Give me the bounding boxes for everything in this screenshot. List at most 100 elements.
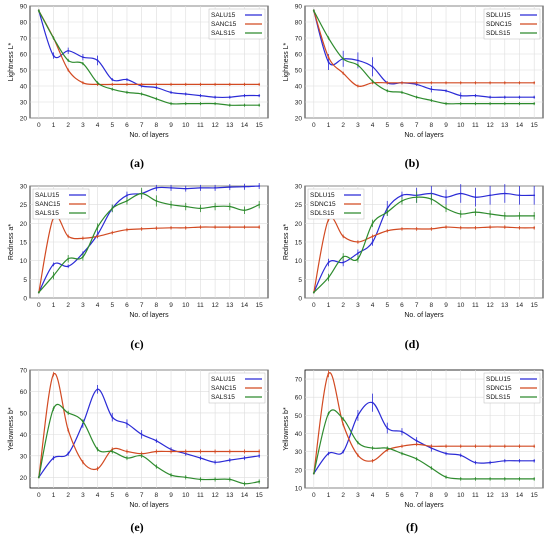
data-point <box>474 211 477 214</box>
data-point <box>356 454 359 457</box>
data-point <box>415 96 418 99</box>
data-point <box>199 186 202 189</box>
data-point <box>37 9 40 12</box>
y-tick-label: 0 <box>298 296 302 303</box>
data-point <box>126 83 128 86</box>
x-tick-label: 13 <box>501 492 509 499</box>
y-tick-label: 20 <box>295 116 303 123</box>
x-tick-label: 12 <box>211 122 219 129</box>
data-point <box>126 78 128 81</box>
data-point <box>170 83 172 86</box>
x-tick-label: 0 <box>312 492 316 499</box>
data-point <box>111 231 114 234</box>
data-point <box>533 459 536 462</box>
data-point <box>228 96 231 99</box>
x-tick-label: 5 <box>110 302 114 309</box>
data-point <box>518 102 521 105</box>
x-axis-label: No. of layers <box>404 312 444 319</box>
data-point <box>126 450 128 453</box>
x-tick-label: 13 <box>226 492 234 499</box>
y-tick-label: 50 <box>20 68 28 75</box>
x-tick-label: 6 <box>125 302 129 309</box>
data-point <box>126 422 128 425</box>
data-point <box>430 198 433 200</box>
y-axis-label: Yellowness b* <box>283 407 290 451</box>
data-point <box>214 83 217 86</box>
x-tick-label: 10 <box>182 122 190 129</box>
data-point <box>228 459 231 462</box>
series-line <box>38 10 260 106</box>
x-tick-label: 15 <box>531 492 539 499</box>
data-point <box>503 81 506 84</box>
data-point <box>170 450 172 453</box>
data-point <box>459 478 462 480</box>
x-axis-label: No. of layers <box>129 312 169 319</box>
y-tick-label: 60 <box>295 395 303 402</box>
x-tick-label: 6 <box>400 302 404 309</box>
x-tick-label: 6 <box>400 492 404 499</box>
y-axis-label: Redness a* <box>283 224 290 260</box>
data-point <box>96 226 99 228</box>
data-point <box>342 235 345 238</box>
data-point <box>503 445 506 448</box>
y-tick-label: 10 <box>295 486 303 493</box>
data-point <box>96 388 99 391</box>
data-point <box>327 452 330 455</box>
data-point <box>52 263 55 266</box>
x-tick-label: 13 <box>501 302 509 309</box>
data-point <box>342 450 345 453</box>
x-tick-label: 4 <box>96 302 100 309</box>
data-point <box>356 441 359 444</box>
x-tick-label: 13 <box>501 122 509 129</box>
data-point <box>184 102 187 105</box>
x-tick-label: 13 <box>226 122 234 129</box>
data-point <box>445 196 447 199</box>
data-point <box>140 93 143 95</box>
series-line <box>313 409 535 480</box>
data-point <box>67 69 70 71</box>
y-axis-label: Lightness L* <box>283 42 290 81</box>
data-point <box>243 226 246 228</box>
data-point <box>96 81 99 84</box>
data-point <box>459 102 462 105</box>
data-point <box>503 192 506 195</box>
x-tick-label: 3 <box>81 122 85 129</box>
y-tick-label: 20 <box>20 116 28 123</box>
x-tick-label: 14 <box>516 122 524 129</box>
x-tick-label: 5 <box>385 122 389 129</box>
data-point <box>312 9 315 12</box>
x-tick-label: 14 <box>241 302 249 309</box>
data-point <box>81 62 84 65</box>
x-tick-label: 0 <box>37 302 41 309</box>
data-point <box>199 207 202 210</box>
legend-label: SDLU15 <box>486 376 511 383</box>
data-point <box>356 241 359 243</box>
x-axis-label: No. of layers <box>129 502 169 509</box>
data-point <box>243 94 246 97</box>
data-point <box>401 452 403 455</box>
data-point <box>445 81 447 84</box>
data-point <box>518 214 521 217</box>
legend-label: SDLU15 <box>486 12 511 19</box>
y-tick-label: 25 <box>295 202 303 209</box>
data-point <box>327 372 330 375</box>
data-point <box>445 452 447 455</box>
data-point <box>67 59 70 62</box>
data-point <box>67 49 70 52</box>
data-point <box>445 226 447 228</box>
data-point <box>155 227 158 230</box>
data-point <box>155 200 158 202</box>
x-tick-label: 12 <box>486 492 494 499</box>
y-tick-label: 40 <box>295 84 303 91</box>
y-tick-label: 20 <box>20 475 28 482</box>
x-tick-label: 3 <box>356 302 360 309</box>
data-point <box>474 226 477 229</box>
data-point <box>415 439 418 442</box>
data-point <box>342 256 345 258</box>
series-line <box>38 10 260 99</box>
x-tick-label: 6 <box>125 492 129 499</box>
series-line <box>38 192 260 293</box>
y-axis-label: Lightness L* <box>8 42 15 81</box>
data-point <box>37 291 40 294</box>
